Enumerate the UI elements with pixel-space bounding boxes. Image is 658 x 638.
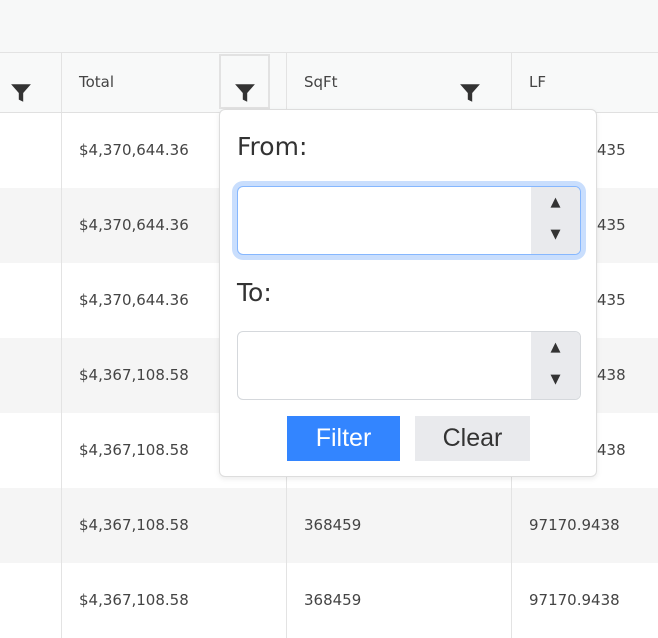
cell-0 — [0, 113, 62, 188]
column-header-sqft[interactable]: SqFt — [287, 53, 512, 112]
cell-sqft: 368459 — [287, 563, 512, 638]
to-number-input[interactable]: ▲ ▼ — [237, 331, 581, 400]
table-header: Total SqFt LF — [0, 53, 658, 113]
table-row[interactable]: $4,367,108.58 438 — [0, 413, 658, 488]
cell-0 — [0, 563, 62, 638]
column-label: SqFt — [304, 73, 338, 91]
filter-button[interactable]: Filter — [287, 416, 400, 461]
cell-lf: 435 — [597, 141, 626, 159]
filter-funnel-icon[interactable] — [10, 70, 32, 102]
clear-button[interactable]: Clear — [415, 416, 530, 461]
cell-lf: 97170.9438 — [529, 516, 620, 534]
column-header-0 — [0, 53, 62, 112]
cell-0 — [0, 413, 62, 488]
cell-0 — [0, 188, 62, 263]
spin-up-icon[interactable]: ▲ — [550, 340, 561, 355]
cell-lf: 97170.9438 — [529, 591, 620, 609]
filter-funnel-icon[interactable] — [459, 70, 481, 102]
cell-0 — [0, 338, 62, 413]
from-number-input[interactable]: ▲ ▼ — [237, 186, 581, 255]
table-row[interactable]: $4,367,108.58 368459 97170.9438 — [0, 563, 658, 638]
spin-down-icon[interactable]: ▼ — [550, 372, 561, 387]
column-label: Total — [79, 73, 115, 91]
cell-sqft: 368459 — [287, 488, 512, 563]
cell-total: $4,367,108.58 — [62, 563, 287, 638]
cell-lf: 435 — [597, 291, 626, 309]
table-row[interactable]: $4,367,108.58 368459 97170.9438 — [0, 488, 658, 563]
spin-up-icon[interactable]: ▲ — [550, 195, 561, 210]
to-input[interactable] — [238, 332, 528, 399]
column-header-lf[interactable]: LF — [512, 53, 658, 112]
cell-0 — [0, 263, 62, 338]
cell-0 — [0, 488, 62, 563]
column-label: LF — [529, 73, 546, 91]
from-label: From: — [237, 132, 308, 161]
filter-popup: From: ▲ ▼ To: ▲ ▼ Filter Clear — [219, 109, 597, 477]
to-spinner[interactable]: ▲ ▼ — [531, 332, 580, 399]
from-spinner[interactable]: ▲ ▼ — [531, 187, 580, 254]
from-input[interactable] — [238, 187, 528, 254]
cell-lf: 438 — [597, 441, 626, 459]
cell-lf: 435 — [597, 216, 626, 234]
total-filter-button[interactable] — [219, 54, 270, 109]
to-label: To: — [237, 278, 272, 307]
table-row[interactable]: $4,370,644.36 435 — [0, 263, 658, 338]
cell-lf: 438 — [597, 366, 626, 384]
spin-down-icon[interactable]: ▼ — [550, 227, 561, 242]
cell-total: $4,367,108.58 — [62, 488, 287, 563]
column-header-total[interactable]: Total — [62, 53, 287, 112]
filter-funnel-icon — [234, 70, 256, 102]
toolbar-band — [0, 0, 658, 53]
